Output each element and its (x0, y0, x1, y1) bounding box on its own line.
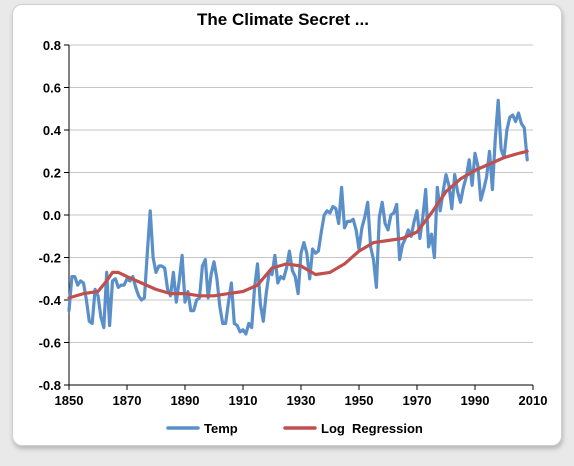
y-tick-label: 0.8 (43, 38, 61, 53)
series-line-temp (67, 98, 529, 336)
x-tick-label: 1930 (287, 393, 316, 408)
x-tick-label: 1890 (171, 393, 200, 408)
y-tick-label: -0.6 (39, 336, 61, 351)
chart-title: The Climate Secret ... (197, 10, 369, 29)
y-tick-label: 0.6 (43, 81, 61, 96)
series-line-log-regression (67, 149, 529, 300)
y-tick-label: -0.2 (39, 251, 61, 266)
x-tick-label: 1970 (403, 393, 432, 408)
y-tick-label: -0.8 (39, 378, 61, 393)
y-tick-label: 0.4 (43, 123, 62, 138)
y-tick-label: -0.4 (39, 293, 62, 308)
x-tick-label: 1950 (345, 393, 374, 408)
chart-frame: The Climate Secret ... 0.8 0.6 0.4 0.2 0.0 -0… (12, 4, 562, 446)
x-tick-label: 2010 (519, 393, 548, 408)
y-tick-label: 0.0 (43, 208, 61, 223)
x-tick-label: 1870 (113, 393, 142, 408)
x-tick-label: 1910 (229, 393, 258, 408)
x-tick-label: 1850 (55, 393, 84, 408)
chart-svg: The Climate Secret ... 0.8 0.6 0.4 0.2 0.0 -0… (39, 10, 548, 436)
x-tick-label: 1990 (461, 393, 490, 408)
legend-label: Log Regression (321, 421, 423, 436)
legend-label: Temp (204, 421, 238, 436)
y-tick-label: 0.2 (43, 166, 61, 181)
